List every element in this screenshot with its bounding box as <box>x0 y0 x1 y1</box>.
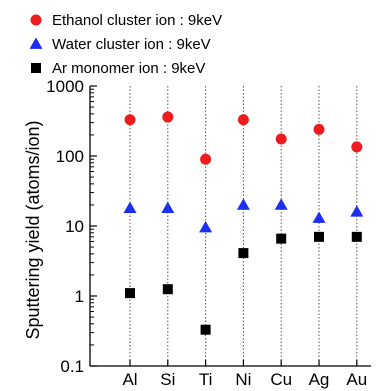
axis-labels: 0.1 1 10 100 1000 Al Si Ti Ni Cu Ag Au Sputtering yi… <box>23 77 367 389</box>
x-tick-label: Ti <box>199 370 213 389</box>
data-point-triangle <box>274 198 288 210</box>
x-tick-label: Al <box>122 370 137 389</box>
legend-label: Ar monomer ion : 9keV <box>52 60 205 77</box>
y-tick-label: 10 <box>65 217 84 236</box>
data-point-circle <box>237 114 249 126</box>
data-point-triangle <box>161 201 175 214</box>
y-tick-label: 1000 <box>46 77 84 96</box>
legend: Ethanol cluster ion : 9keV Water cluster … <box>29 12 222 77</box>
data-point-circle <box>124 114 136 126</box>
legend-marker-square <box>31 63 41 73</box>
axes <box>89 85 371 367</box>
data-point-triangle <box>236 198 250 210</box>
data-marks <box>123 111 364 335</box>
x-tick-label: Ag <box>309 370 330 389</box>
data-point-square <box>276 233 287 244</box>
legend-marker-circle <box>30 14 42 26</box>
data-point-square <box>238 248 249 259</box>
x-tick-label: Ni <box>235 370 251 389</box>
data-point-triangle <box>312 211 326 223</box>
data-point-circle <box>200 153 212 165</box>
y-axis-label: Sputtering yield (atoms/ion) <box>23 120 43 339</box>
data-point-square <box>125 288 135 299</box>
legend-label: Water cluster ion : 9keV <box>52 36 211 53</box>
x-tick-label: Si <box>160 370 175 389</box>
data-point-circle <box>351 141 363 153</box>
y-tick-label: 100 <box>56 147 84 166</box>
legend-marker-triangle <box>29 37 43 49</box>
data-point-square <box>162 284 173 295</box>
data-point-circle <box>275 133 287 145</box>
legend-label: Ethanol cluster ion : 9keV <box>52 12 222 29</box>
y-tick-label: 0.1 <box>60 357 84 376</box>
data-point-square <box>351 231 362 242</box>
data-point-square <box>200 324 211 335</box>
data-point-circle <box>162 111 174 123</box>
data-point-triangle <box>199 221 213 233</box>
data-point-square <box>314 231 324 242</box>
x-tick-label: Cu <box>270 370 292 389</box>
y-tick-label: 1 <box>75 287 84 306</box>
data-point-circle <box>313 123 325 135</box>
data-point-triangle <box>350 205 364 217</box>
x-tick-label: Au <box>346 370 367 389</box>
data-point-triangle <box>123 201 137 214</box>
